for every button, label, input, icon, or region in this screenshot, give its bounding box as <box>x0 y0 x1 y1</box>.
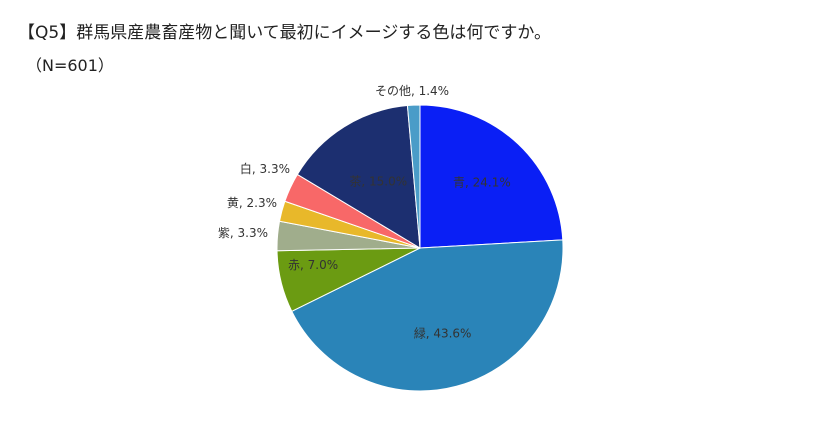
pie-slice-7 <box>406 104 421 249</box>
pie-slice-1 <box>291 239 564 392</box>
slice-label-0: 青, 24.1% <box>453 176 511 190</box>
slice-label-3: 紫, 3.3% <box>218 226 268 240</box>
pie-slice-6 <box>296 105 421 249</box>
slice-label-7: その他, 1.4% <box>375 84 449 98</box>
slice-label-5: 白, 3.3% <box>240 161 290 176</box>
chart-title: 【Q5】群馬県産農畜産物と聞いて最初にイメージする色は何ですか。 <box>18 23 552 43</box>
slice-label-1: 緑, 43.6% <box>414 326 472 341</box>
pie-slice-0 <box>419 104 564 249</box>
slice-label-6: 茶, 15.0% <box>349 173 407 188</box>
slice-label-2: 赤, 7.0% <box>288 258 338 272</box>
slice-label-4: 黄, 2.3% <box>227 196 277 210</box>
chart-subtitle: （N=601） <box>26 56 114 75</box>
